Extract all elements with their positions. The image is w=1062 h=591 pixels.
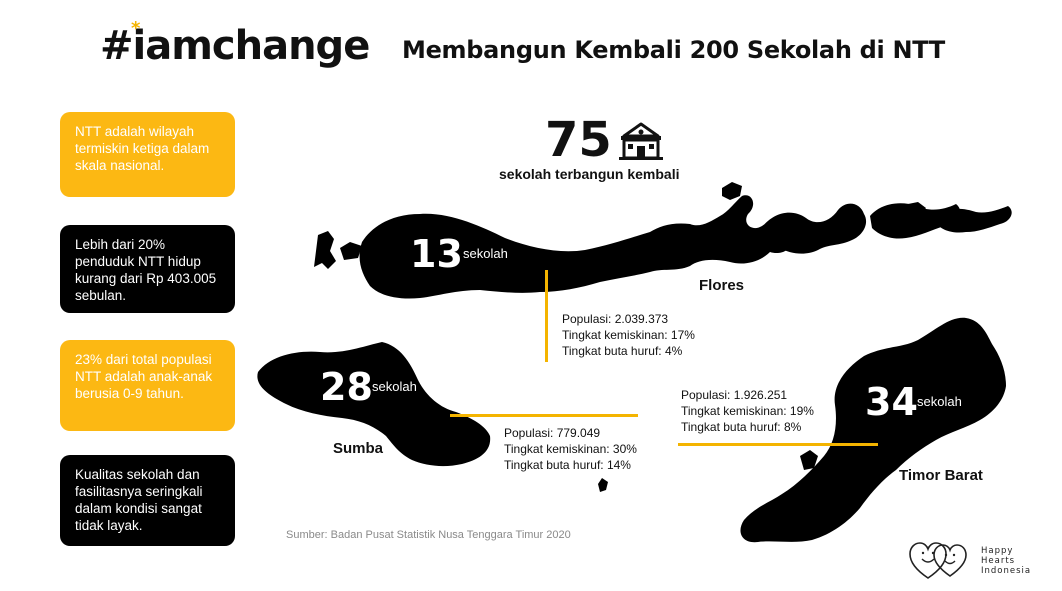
sumba-poverty: Tingkat kemiskinan: 30% bbox=[504, 442, 637, 456]
timor-illiteracy: Tingkat buta huruf: 8% bbox=[681, 420, 802, 434]
timor-school-unit: sekolah bbox=[917, 394, 962, 409]
timor-name: Timor Barat bbox=[899, 467, 983, 484]
flores-island bbox=[314, 182, 1012, 299]
sumba-illiteracy: Tingkat buta huruf: 14% bbox=[504, 458, 631, 472]
hashtag-title: #iamchange bbox=[100, 23, 370, 69]
sumba-school-unit: sekolah bbox=[372, 379, 417, 394]
asterisk-icon: * bbox=[131, 18, 141, 39]
flores-population: Populasi: 2.039.373 bbox=[562, 312, 669, 326]
sumba-school-count: 28 bbox=[320, 365, 373, 409]
total-schools-number: 75 bbox=[545, 112, 612, 168]
fact-text: Kualitas sekolah dan fasilitasnya sering… bbox=[75, 467, 203, 533]
sumba-stats: Populasi: 779.049 Tingkat kemiskinan: 30… bbox=[504, 425, 637, 473]
fact-text: NTT adalah wilayah termiskin ketiga dala… bbox=[75, 124, 210, 173]
timor-island bbox=[598, 317, 1006, 543]
flores-school-unit: sekolah bbox=[463, 246, 508, 261]
fact-text: Lebih dari 20% penduduk NTT hidup kurang… bbox=[75, 237, 217, 303]
timor-school-count: 34 bbox=[865, 380, 918, 424]
sumba-island bbox=[257, 342, 491, 467]
fact-box-income: Lebih dari 20% penduduk NTT hidup kurang… bbox=[60, 225, 235, 313]
fact-box-poverty-rank: NTT adalah wilayah termiskin ketiga dala… bbox=[60, 112, 235, 197]
fact-box-children: 23% dari total populasi NTT adalah anak-… bbox=[60, 340, 235, 431]
brand-line-3: Indonesia bbox=[981, 566, 1032, 576]
fact-text: 23% dari total populasi NTT adalah anak-… bbox=[75, 352, 213, 401]
headline: Membangun Kembali 200 Sekolah di NTT bbox=[402, 36, 946, 64]
fact-box-school-quality: Kualitas sekolah dan fasilitasnya sering… bbox=[60, 455, 235, 546]
school-building-icon bbox=[619, 122, 663, 160]
timor-population: Populasi: 1.926.251 bbox=[681, 388, 788, 402]
flores-poverty: Tingkat kemiskinan: 17% bbox=[562, 328, 695, 342]
hearts-icon bbox=[909, 542, 967, 579]
brand-line-2: Hearts bbox=[981, 556, 1016, 566]
timor-poverty: Tingkat kemiskinan: 19% bbox=[681, 404, 814, 418]
flores-name: Flores bbox=[699, 277, 745, 294]
timor-stats: Populasi: 1.926.251 Tingkat kemiskinan: … bbox=[681, 387, 814, 435]
sumba-population: Populasi: 779.049 bbox=[504, 426, 601, 440]
flores-school-count: 13 bbox=[410, 232, 463, 276]
flores-illiteracy: Tingkat buta huruf: 4% bbox=[562, 344, 683, 358]
sumba-name: Sumba bbox=[333, 440, 384, 457]
flores-stats: Populasi: 2.039.373 Tingkat kemiskinan: … bbox=[562, 311, 695, 359]
total-schools-label: sekolah terbangun kembali bbox=[499, 166, 680, 182]
brand-line-1: Happy bbox=[981, 546, 1014, 556]
source-note: Sumber: Badan Pusat Statistik Nusa Tengg… bbox=[286, 529, 571, 541]
